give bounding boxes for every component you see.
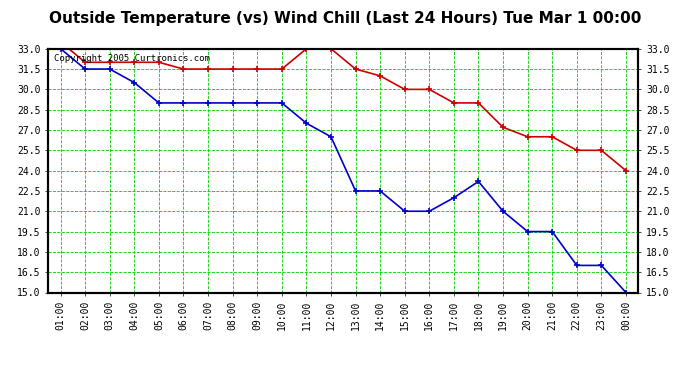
Text: Outside Temperature (vs) Wind Chill (Last 24 Hours) Tue Mar 1 00:00: Outside Temperature (vs) Wind Chill (Las… xyxy=(49,11,641,26)
Text: Copyright 2005 Curtronics.com: Copyright 2005 Curtronics.com xyxy=(55,54,210,63)
